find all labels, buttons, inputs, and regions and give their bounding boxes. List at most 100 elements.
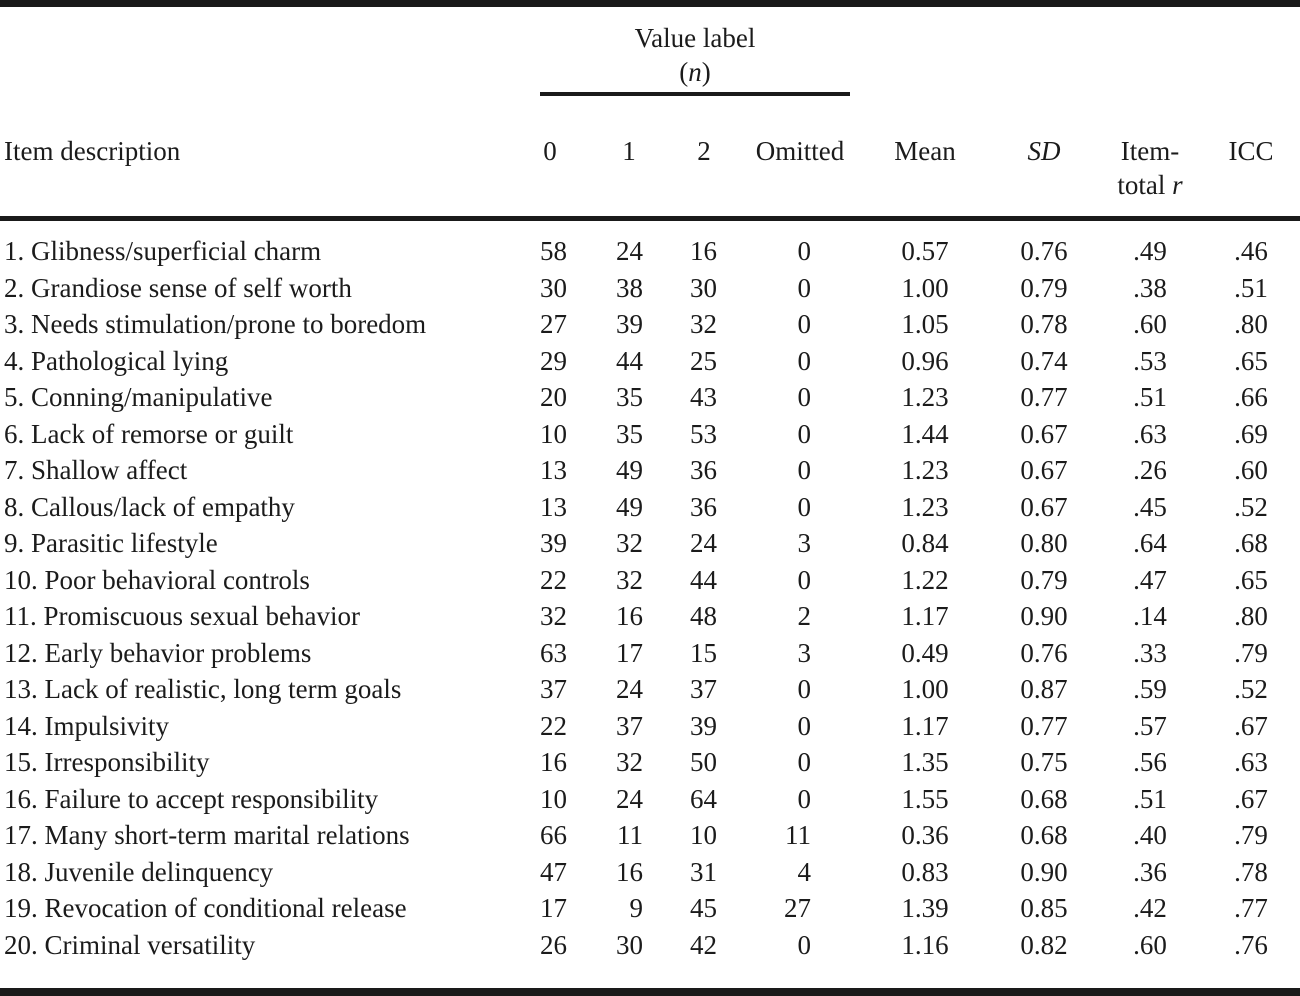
- mean-cell: 0.36: [901, 820, 949, 850]
- value-2-cell: 44: [690, 564, 717, 595]
- sd-cell: 0.67: [1020, 491, 1068, 522]
- omitted-cell: 2: [797, 601, 812, 631]
- icc-cell: .69: [1234, 418, 1268, 449]
- value-2-cell: 15: [690, 637, 717, 668]
- item-description-cell: 2. Grandiose sense of self worth: [4, 272, 352, 303]
- omitted-cell: 0: [797, 564, 812, 595]
- item-description-cell: 19. Revocation of conditional release: [4, 893, 407, 923]
- item-description-cell: 20. Criminal versatility: [4, 929, 256, 960]
- icc-cell: .65: [1234, 564, 1268, 595]
- item-total-r-cell: .42: [1133, 893, 1167, 923]
- value-1-cell: 24: [616, 674, 643, 704]
- omitted-cell: 0: [797, 455, 812, 485]
- sd-cell: 0.68: [1020, 820, 1068, 850]
- table-row: 20. Criminal versatility 26 30 42 0 1.16…: [0, 927, 1300, 978]
- value-0-cell: 37: [540, 674, 567, 704]
- value-1-cell: 37: [616, 710, 643, 741]
- item-description-cell: 16. Failure to accept responsibility: [4, 783, 379, 814]
- icc-cell: .46: [1234, 236, 1268, 266]
- col-header-0: 0: [510, 96, 590, 221]
- icc-cell: .79: [1234, 820, 1268, 850]
- mean-cell: 1.05: [901, 309, 949, 339]
- table-row: 15. Irresponsibility 16 32 50 0 1.35 0.7…: [0, 744, 1300, 781]
- icc-cell: .80: [1234, 309, 1268, 339]
- value-1-cell: 39: [616, 309, 643, 339]
- table-row: 3. Needs stimulation/prone to boredom 27…: [0, 306, 1300, 343]
- item-description-cell: 4. Pathological lying: [4, 345, 229, 376]
- mean-cell: 1.55: [901, 783, 949, 814]
- sd-cell: 0.67: [1020, 455, 1068, 485]
- item-description-cell: 7. Shallow affect: [4, 455, 188, 485]
- value-0-cell: 10: [540, 783, 567, 814]
- col-header-1: 1: [590, 96, 668, 221]
- mean-cell: 1.00: [901, 272, 949, 303]
- col-header-mean: Mean: [860, 96, 991, 221]
- item-total-r-cell: .60: [1133, 929, 1167, 960]
- omitted-cell: 0: [797, 747, 812, 777]
- value-label-spanner-inner: Value label (n): [540, 21, 851, 96]
- n-variable: n: [688, 57, 702, 87]
- omitted-cell: 0: [797, 345, 812, 376]
- value-0-cell: 26: [540, 929, 567, 960]
- value-2-cell: 32: [690, 309, 717, 339]
- icc-cell: .67: [1234, 710, 1268, 741]
- icc-cell: .77: [1234, 893, 1268, 923]
- col-header-omitted: Omitted: [740, 96, 861, 221]
- spanner-spacer-sd: [990, 7, 1098, 96]
- value-2-cell: 39: [690, 710, 717, 741]
- mean-cell: 1.23: [901, 491, 949, 522]
- value-2-cell: 42: [690, 929, 717, 960]
- value-2-cell: 30: [690, 272, 717, 303]
- spanner-spacer-mean: [860, 7, 990, 96]
- sd-cell: 0.75: [1020, 747, 1068, 777]
- omitted-cell: 0: [797, 783, 812, 814]
- sd-cell: 0.77: [1020, 710, 1068, 741]
- omitted-cell: 27: [784, 893, 812, 923]
- mean-cell: 0.84: [901, 528, 949, 558]
- omitted-cell: 3: [797, 528, 812, 558]
- sd-cell: 0.80: [1020, 528, 1068, 558]
- value-0-cell: 29: [540, 345, 567, 376]
- value-0-cell: 22: [540, 710, 567, 741]
- value-1-cell: 44: [616, 345, 643, 376]
- value-1-cell: 49: [616, 455, 643, 485]
- item-description-cell: 17. Many short-term marital relations: [4, 820, 410, 850]
- icc-cell: .79: [1234, 637, 1268, 668]
- value-1-cell: 9: [629, 893, 644, 923]
- value-1-cell: 16: [616, 601, 643, 631]
- item-total-r-cell: .56: [1133, 747, 1167, 777]
- mean-cell: 1.44: [901, 418, 949, 449]
- table-row: 8. Callous/lack of empathy 13 49 36 0 1.…: [0, 489, 1300, 526]
- table-row: 1. Glibness/superficial charm 58 24 16 0…: [0, 219, 1300, 270]
- value-0-cell: 58: [540, 236, 567, 266]
- item-total-r-cell: .63: [1133, 418, 1167, 449]
- item-total-r-cell: .51: [1133, 382, 1167, 412]
- sd-cell: 0.78: [1020, 309, 1068, 339]
- column-header-row: Item description 0 1 2 Omitted Mean SD I…: [0, 96, 1300, 221]
- mean-cell: 1.17: [901, 601, 949, 631]
- col-header-icc: ICC: [1202, 96, 1300, 221]
- spanner-title: Value label: [634, 23, 756, 53]
- item-description-cell: 18. Juvenile delinquency: [4, 856, 274, 887]
- value-label-spanner: Value label (n): [510, 7, 860, 96]
- item-total-r-cell: .26: [1133, 455, 1167, 485]
- item-total-line1: Item-: [1120, 136, 1180, 166]
- value-2-cell: 36: [690, 455, 717, 485]
- value-1-cell: 35: [616, 382, 643, 412]
- sd-cell: 0.68: [1020, 783, 1068, 814]
- table-row: 16. Failure to accept responsibility 10 …: [0, 781, 1300, 818]
- icc-cell: .66: [1234, 382, 1268, 412]
- item-total-r-cell: .38: [1133, 272, 1167, 303]
- value-1-cell: 32: [616, 528, 643, 558]
- value-0-cell: 13: [540, 455, 567, 485]
- sd-cell: 0.76: [1020, 236, 1068, 266]
- value-0-cell: 22: [540, 564, 567, 595]
- omitted-cell: 0: [797, 710, 812, 741]
- item-description-cell: 9. Parasitic lifestyle: [4, 528, 218, 558]
- value-1-cell: 24: [616, 236, 643, 266]
- mean-cell: 1.00: [901, 674, 949, 704]
- item-description-cell: 5. Conning/manipulative: [4, 382, 273, 412]
- icc-cell: .67: [1234, 783, 1268, 814]
- value-1-cell: 35: [616, 418, 643, 449]
